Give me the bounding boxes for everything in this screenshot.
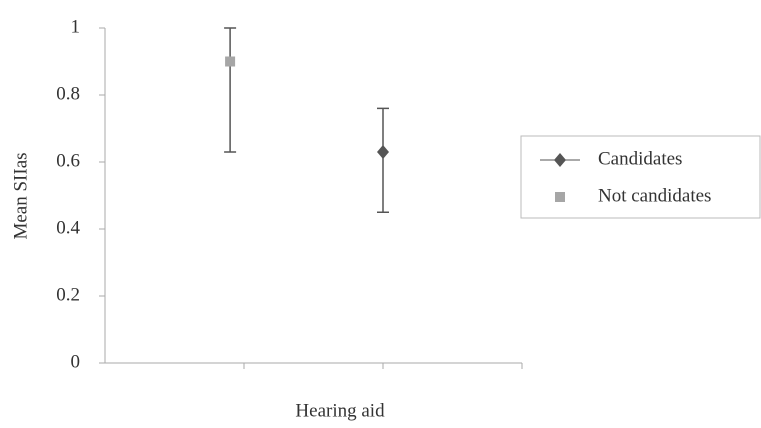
y-tick-label: 0 [71,351,81,372]
y-tick-label: 0.2 [56,284,80,305]
legend-label: Candidates [598,148,682,169]
x-tick-marks [243,363,523,369]
error-bar [224,27,237,153]
y-tick-label: 0.6 [56,150,80,171]
error-bar [377,107,389,213]
legend-marker [555,192,565,202]
y-tick-label: 0.4 [56,217,80,238]
data-point [377,144,389,159]
y-axis-title: Mean SIIas [10,152,31,239]
data-point [225,56,236,67]
x-axis-title: Hearing aid [295,400,385,421]
legend-label: Not candidates [598,185,711,206]
y-tick-label: 1 [71,16,81,37]
legend-marker [554,153,566,167]
y-tick-label: 0.8 [56,83,80,104]
legend-box [520,135,761,219]
